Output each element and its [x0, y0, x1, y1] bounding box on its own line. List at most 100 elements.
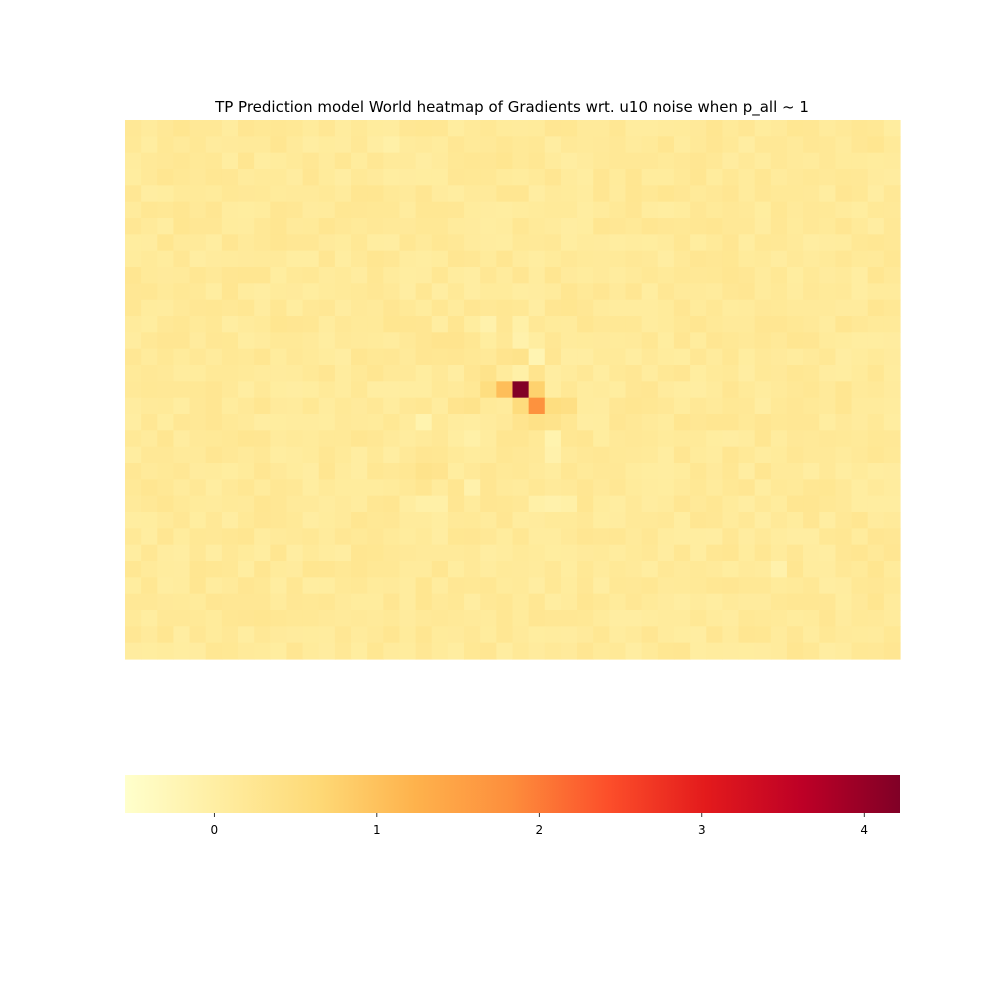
heatmap-cell	[238, 430, 255, 448]
heatmap-cell	[819, 397, 837, 415]
heatmap-cell	[851, 430, 869, 448]
heatmap-cell	[867, 626, 885, 644]
heatmap-cell	[270, 332, 288, 350]
heatmap-cell	[399, 299, 417, 317]
heatmap-cell	[867, 577, 885, 595]
heatmap-cell	[302, 185, 320, 203]
heatmap-cell	[738, 120, 756, 137]
heatmap-cell	[867, 218, 885, 235]
heatmap-cell	[173, 561, 191, 578]
heatmap-cell	[625, 299, 643, 317]
heatmap-cell	[851, 365, 869, 382]
heatmap-cell	[205, 414, 223, 431]
heatmap-cell	[238, 381, 255, 399]
heatmap-cell	[641, 120, 659, 137]
heatmap-cell	[464, 348, 481, 366]
heatmap-cell	[690, 381, 707, 399]
heatmap-cell	[173, 610, 191, 627]
heatmap-cell	[238, 610, 255, 627]
heatmap-cell	[351, 365, 368, 382]
heatmap-cell	[770, 250, 788, 268]
heatmap-cell	[141, 479, 158, 497]
heatmap-cell	[173, 250, 191, 268]
heatmap-cell	[577, 120, 594, 137]
heatmap-cell	[706, 577, 723, 595]
heatmap-cell	[496, 283, 514, 301]
heatmap-cell	[560, 495, 578, 513]
heatmap-cell	[205, 136, 223, 154]
heatmap-cell	[851, 299, 869, 317]
heatmap-cell	[544, 642, 562, 660]
heatmap-cell	[399, 642, 417, 660]
heatmap-cell	[593, 577, 610, 595]
heatmap-cell	[431, 561, 449, 578]
heatmap-cell	[415, 397, 433, 415]
heatmap-cell	[383, 185, 401, 203]
heatmap-cell	[560, 185, 578, 203]
heatmap-cell	[560, 332, 578, 350]
heatmap-cell	[464, 642, 481, 660]
heatmap-cell	[334, 169, 352, 186]
heatmap-cell	[835, 316, 853, 333]
heatmap-cell	[657, 152, 675, 170]
heatmap-cell	[383, 267, 401, 284]
heatmap-cell	[883, 593, 901, 611]
heatmap-cell	[334, 267, 352, 284]
heatmap-cell	[367, 528, 384, 546]
heatmap-cell	[867, 169, 885, 186]
heatmap-cell	[754, 479, 772, 497]
heatmap-cell	[318, 381, 336, 399]
heatmap-cell	[254, 283, 271, 301]
heatmap-cell	[238, 250, 255, 268]
heatmap-cell	[447, 642, 465, 660]
heatmap-cell	[125, 283, 142, 301]
heatmap-cell	[399, 446, 417, 464]
heatmap-cell	[189, 283, 207, 301]
heatmap-cell	[157, 544, 175, 562]
heatmap-cell	[173, 430, 191, 448]
heatmap-cell	[302, 446, 320, 464]
heatmap-cell	[157, 169, 175, 186]
heatmap-cell	[609, 250, 627, 268]
heatmap-cell	[819, 495, 837, 513]
heatmap-cell	[480, 397, 497, 415]
heatmap-cell	[786, 642, 804, 660]
heatmap-cell	[544, 185, 562, 203]
heatmap-cell	[770, 201, 788, 219]
heatmap-cell	[593, 201, 610, 219]
heatmap-cell	[351, 136, 368, 154]
heatmap-cell	[125, 593, 142, 611]
heatmap-cell	[318, 593, 336, 611]
heatmap-cell	[141, 152, 158, 170]
heatmap-cell	[254, 544, 271, 562]
heatmap-cell	[641, 316, 659, 333]
heatmap-cell	[480, 316, 497, 333]
heatmap-cell	[770, 430, 788, 448]
heatmap-cell	[657, 479, 675, 497]
heatmap-cell	[157, 479, 175, 497]
heatmap-cell	[528, 283, 546, 301]
heatmap-cell	[496, 348, 514, 366]
heatmap-cell	[399, 283, 417, 301]
heatmap-cell	[609, 544, 627, 562]
heatmap-cell	[367, 430, 384, 448]
heatmap-cell	[318, 316, 336, 333]
heatmap-cell	[803, 234, 820, 252]
heatmap-cell	[286, 136, 304, 154]
heatmap-cell	[690, 479, 707, 497]
heatmap-cell	[883, 512, 901, 529]
heatmap-cell	[431, 152, 449, 170]
heatmap-cell	[431, 414, 449, 431]
heatmap-cell	[383, 512, 401, 529]
heatmap-cell	[625, 544, 643, 562]
heatmap-cell	[302, 593, 320, 611]
heatmap-cell	[819, 267, 837, 284]
heatmap-cell	[609, 561, 627, 578]
heatmap-cell	[577, 528, 594, 546]
heatmap-cell	[431, 381, 449, 399]
heatmap-cell	[205, 642, 223, 660]
heatmap-cell	[334, 430, 352, 448]
heatmap-cell	[205, 185, 223, 203]
heatmap-cell	[544, 250, 562, 268]
heatmap-cell	[302, 348, 320, 366]
